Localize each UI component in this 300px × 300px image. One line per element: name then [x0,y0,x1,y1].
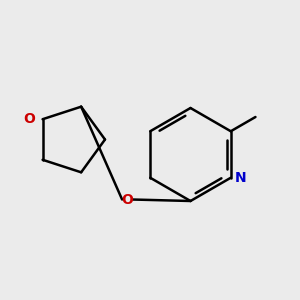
Text: N: N [235,171,246,185]
Text: O: O [23,112,35,126]
Text: O: O [122,193,134,206]
